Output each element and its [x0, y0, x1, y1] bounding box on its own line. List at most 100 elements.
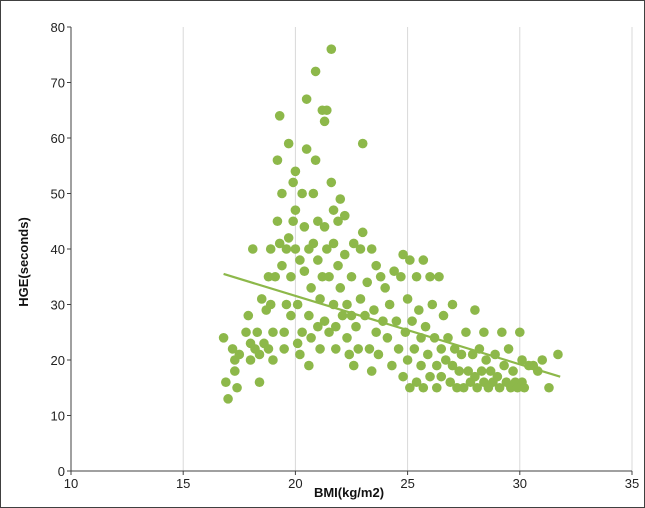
data-point — [263, 344, 274, 354]
data-point — [515, 327, 525, 338]
data-point — [456, 349, 467, 360]
data-point — [362, 277, 373, 288]
data-point — [292, 338, 303, 349]
data-point — [373, 349, 384, 360]
data-point — [218, 333, 229, 343]
data-point — [245, 355, 256, 365]
data-point — [324, 271, 334, 282]
data-point — [301, 144, 312, 154]
data-point — [396, 271, 406, 282]
data-point — [380, 283, 390, 293]
data-point — [281, 244, 292, 254]
data-point — [274, 111, 285, 121]
data-point — [366, 366, 377, 376]
data-point — [315, 294, 325, 304]
data-point — [494, 382, 505, 393]
data-point — [375, 271, 386, 282]
data-point — [247, 244, 258, 254]
data-point — [335, 283, 346, 293]
data-point — [326, 177, 337, 188]
data-point — [265, 244, 276, 254]
data-point — [463, 366, 473, 376]
data-point — [283, 138, 294, 149]
data-point — [411, 271, 422, 282]
data-point — [290, 205, 301, 215]
data-point — [402, 294, 413, 304]
data-point — [272, 155, 283, 165]
data-points — [218, 44, 563, 404]
data-point — [256, 294, 267, 304]
data-point — [472, 382, 482, 393]
data-point — [544, 382, 554, 393]
data-point — [420, 321, 431, 332]
data-point — [481, 355, 491, 365]
data-point — [393, 344, 404, 354]
data-point — [265, 299, 276, 310]
data-point — [223, 394, 233, 404]
data-point — [337, 310, 348, 321]
data-point — [317, 271, 328, 282]
data-point — [425, 271, 435, 282]
data-point — [297, 327, 307, 338]
data-point — [342, 299, 352, 310]
y-tick-label: 50 — [51, 187, 65, 202]
data-point — [344, 349, 355, 360]
data-point — [272, 216, 283, 227]
data-point — [445, 377, 456, 388]
x-axis-title: BMI(kg/m2) — [314, 485, 384, 500]
data-point — [398, 249, 408, 260]
data-point — [384, 299, 395, 310]
data-point — [299, 266, 310, 277]
data-point — [295, 349, 305, 360]
data-point — [517, 355, 527, 365]
data-point — [371, 260, 381, 271]
data-point — [279, 344, 289, 354]
data-point — [283, 233, 294, 243]
data-point — [431, 360, 442, 371]
data-point — [281, 299, 292, 310]
data-point — [440, 355, 451, 365]
data-point — [461, 327, 471, 338]
data-point — [357, 227, 368, 238]
data-point — [319, 116, 330, 127]
data-point — [277, 260, 287, 271]
data-point — [313, 255, 323, 265]
data-point — [243, 310, 254, 321]
data-point — [304, 360, 314, 371]
data-point — [497, 327, 507, 338]
data-point — [326, 44, 337, 54]
data-point — [387, 360, 397, 371]
data-point — [292, 299, 303, 310]
trendline — [223, 272, 561, 378]
data-point — [485, 366, 496, 376]
data-point — [447, 360, 458, 371]
data-point — [431, 382, 442, 393]
data-point — [232, 382, 242, 393]
axes — [67, 26, 633, 475]
data-point — [353, 344, 364, 354]
data-point — [324, 327, 334, 338]
data-point — [319, 222, 330, 232]
data-point — [279, 327, 289, 338]
data-point — [306, 333, 316, 343]
data-point — [330, 321, 341, 332]
data-point — [310, 155, 321, 165]
data-point — [427, 299, 438, 310]
data-point — [339, 249, 350, 260]
data-point — [227, 344, 238, 354]
data-point — [328, 238, 339, 249]
data-point — [425, 371, 435, 382]
x-tick-label: 15 — [176, 476, 190, 491]
data-point — [335, 194, 346, 204]
data-point — [418, 382, 429, 393]
data-point — [508, 366, 518, 376]
data-point — [268, 327, 278, 338]
data-point — [418, 255, 429, 265]
data-point — [295, 255, 305, 265]
data-point — [519, 382, 530, 393]
data-point — [330, 344, 341, 354]
data-point — [310, 66, 321, 77]
